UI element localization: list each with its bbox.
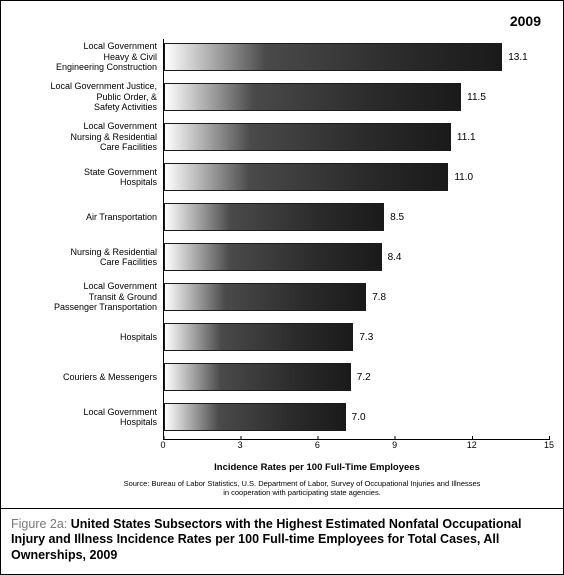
bar: [164, 163, 448, 191]
category-label: Local GovernmentHeavy & CivilEngineering…: [15, 39, 163, 75]
bar-value: 8.4: [388, 252, 402, 263]
bar: [164, 43, 502, 71]
bar: [164, 83, 461, 111]
bar-value: 13.1: [508, 52, 527, 63]
bar: [164, 243, 382, 271]
bar-row: 11.0: [164, 159, 549, 195]
bar-row: 7.2: [164, 359, 549, 395]
category-label: Local GovernmentHospitals: [15, 399, 163, 435]
bar-value: 11.0: [454, 172, 473, 183]
bar-value: 7.8: [372, 292, 386, 303]
category-label: Local GovernmentNursing & ResidentialCar…: [15, 119, 163, 155]
category-label: State GovernmentHospitals: [15, 159, 163, 195]
y-axis-labels: Local GovernmentHeavy & CivilEngineering…: [15, 39, 163, 440]
bar-row: 11.5: [164, 79, 549, 115]
x-tick: 9: [392, 440, 397, 450]
bar-row: 7.0: [164, 399, 549, 435]
source-note: Source: Bureau of Labor Statistics, U.S.…: [75, 479, 529, 498]
bar-row: 13.1: [164, 39, 549, 75]
category-label: Hospitals: [15, 319, 163, 355]
bar-value: 11.1: [457, 132, 476, 143]
bar: [164, 283, 366, 311]
bar-row: 8.4: [164, 239, 549, 275]
category-label: Air Transportation: [15, 199, 163, 235]
bar-value: 7.3: [359, 332, 373, 343]
x-tick: 0: [160, 440, 165, 450]
chart-panel: 2009 Local GovernmentHeavy & CivilEngine…: [1, 1, 563, 509]
bar: [164, 363, 351, 391]
bar-row: 11.1: [164, 119, 549, 155]
bar: [164, 203, 384, 231]
figure-caption-text: United States Subsectors with the Highes…: [11, 517, 522, 562]
chart-year: 2009: [510, 13, 541, 29]
figure-id: Figure 2a:: [11, 517, 67, 531]
bar-row: 7.3: [164, 319, 549, 355]
x-tick: 12: [467, 440, 477, 450]
category-label: Local GovernmentTransit & GroundPassenge…: [15, 279, 163, 315]
bar-value: 11.5: [467, 92, 486, 103]
bar: [164, 403, 346, 431]
category-label: Nursing & ResidentialCare Facilities: [15, 239, 163, 275]
bar: [164, 123, 451, 151]
bar-value: 8.5: [390, 212, 404, 223]
category-label: Couriers & Messengers: [15, 359, 163, 395]
bar: [164, 323, 353, 351]
figure-caption: Figure 2a: United States Subsectors with…: [1, 509, 563, 574]
x-axis-ticks: 03691215: [163, 440, 549, 458]
bars-area: 13.1 11.5 11.1 11.0 8.5 8.4 7.8 7.3 7.2 7.0: [163, 39, 549, 440]
x-tick: 15: [544, 440, 554, 450]
bar-value: 7.0: [352, 412, 366, 423]
x-tick: 3: [238, 440, 243, 450]
bar-row: 7.8: [164, 279, 549, 315]
bar-value: 7.2: [357, 372, 371, 383]
figure-container: 2009 Local GovernmentHeavy & CivilEngine…: [0, 0, 564, 575]
category-label: Local Government Justice,Public Order, &…: [15, 79, 163, 115]
chart-body: Local GovernmentHeavy & CivilEngineering…: [15, 39, 549, 440]
bar-row: 8.5: [164, 199, 549, 235]
x-axis-label: Incidence Rates per 100 Full-Time Employ…: [85, 462, 549, 473]
x-tick: 6: [315, 440, 320, 450]
